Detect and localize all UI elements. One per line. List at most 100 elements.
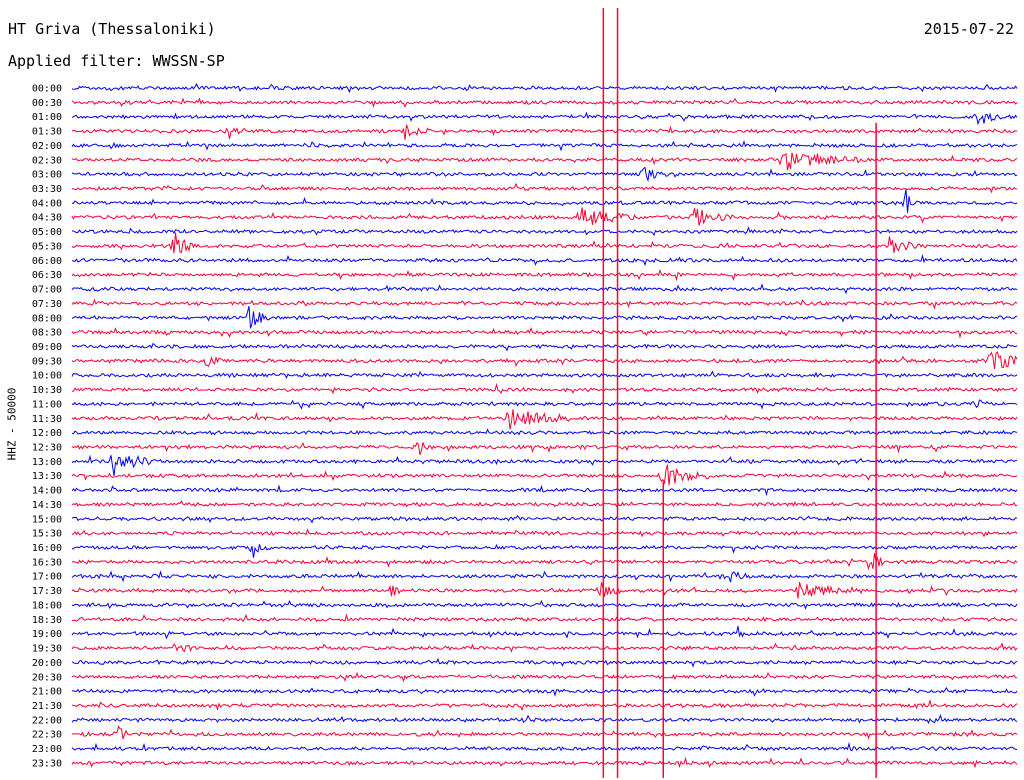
time-label: 10:00 — [32, 371, 62, 382]
trace-row-0400 — [71, 189, 1018, 213]
time-label-group: 00:00 00:30 01:00 01:30 02:00 02:30 03:00 03:30… — [32, 84, 62, 770]
trace-row-1200 — [71, 428, 1018, 436]
trace-row-0200 — [71, 139, 1018, 152]
time-label: 15:30 — [32, 529, 62, 540]
trace-row-1830 — [71, 613, 1018, 623]
trace-row-1330 — [71, 464, 1018, 486]
trace-row-1000 — [71, 370, 1018, 379]
trace-row-0630 — [71, 268, 1018, 282]
trace-row-1300 — [71, 454, 1018, 476]
trace-row-2300 — [71, 741, 1018, 752]
time-label: 17:30 — [32, 586, 62, 597]
trace-row-0430 — [71, 207, 1018, 226]
time-label: 00:00 — [32, 84, 62, 95]
trace-row-1500 — [71, 514, 1018, 524]
time-label: 04:00 — [32, 198, 62, 209]
trace-row-1930 — [71, 642, 1018, 653]
time-label: 09:00 — [32, 342, 62, 353]
time-label: 16:30 — [32, 557, 62, 568]
trace-row-0330 — [71, 182, 1018, 194]
trace-row-1030 — [71, 382, 1018, 395]
time-label: 16:00 — [32, 543, 62, 554]
time-label: 10:30 — [32, 385, 62, 396]
trace-row-1700 — [71, 570, 1018, 583]
trace-row-1430 — [71, 500, 1017, 508]
time-label: 20:30 — [32, 672, 62, 683]
trace-row-0530 — [71, 232, 1018, 254]
trace-row-0030 — [71, 97, 1018, 109]
time-label: 12:30 — [32, 443, 62, 454]
time-label: 08:00 — [32, 313, 62, 324]
trace-row-1400 — [71, 484, 1018, 497]
trace-row-1730 — [71, 581, 1018, 599]
time-label: 12:00 — [32, 428, 62, 439]
time-label: 02:30 — [32, 155, 62, 166]
trace-row-0600 — [71, 253, 1018, 267]
trace-row-2330 — [71, 756, 1018, 769]
trace-row-2130 — [71, 699, 1018, 712]
time-label: 23:30 — [32, 758, 62, 769]
time-label: 09:30 — [32, 356, 62, 367]
time-label: 03:30 — [32, 184, 62, 195]
time-label: 03:00 — [32, 170, 62, 181]
time-label: 19:30 — [32, 644, 62, 655]
time-label: 22:00 — [32, 715, 62, 726]
time-label: 14:30 — [32, 500, 62, 511]
trace-row-1900 — [71, 625, 1018, 640]
time-label: 06:30 — [32, 270, 62, 281]
trace-row-2100 — [71, 687, 1018, 698]
time-label: 04:30 — [32, 213, 62, 224]
trace-group — [71, 82, 1018, 769]
trace-row-2200 — [71, 713, 1018, 725]
time-label: 20:00 — [32, 658, 62, 669]
time-label: 05:30 — [32, 241, 62, 252]
plot-date: 2015-07-22 — [923, 20, 1014, 38]
trace-row-0830 — [71, 326, 1018, 339]
trace-row-1230 — [71, 441, 1018, 456]
trace-row-0300 — [71, 166, 1018, 183]
spike-group — [602, 8, 877, 778]
trace-row-1130 — [71, 409, 1018, 430]
time-label: 11:30 — [32, 414, 62, 425]
trace-row-0900 — [71, 342, 1018, 352]
trace-row-2000 — [71, 657, 1018, 668]
trace-row-0230 — [71, 152, 1018, 171]
trace-row-0100 — [71, 111, 1018, 126]
trace-row-0000 — [71, 82, 1018, 94]
trace-row-1800 — [71, 599, 1018, 610]
filter-label: Applied filter: WWSSN-SP — [8, 52, 225, 70]
trace-row-1630 — [71, 553, 1018, 571]
time-label: 07:30 — [32, 299, 62, 310]
trace-row-2230 — [71, 725, 1018, 740]
time-label: 01:00 — [32, 112, 62, 123]
time-label: 17:00 — [32, 572, 62, 583]
time-label: 13:30 — [32, 471, 62, 482]
trace-row-2030 — [71, 671, 1018, 683]
trace-row-0130 — [71, 124, 1018, 140]
time-label: 08:30 — [32, 328, 62, 339]
time-label: 13:00 — [32, 457, 62, 468]
time-label: 21:30 — [32, 701, 62, 712]
time-label: 19:00 — [32, 629, 62, 640]
trace-row-0500 — [71, 226, 1018, 237]
time-label: 01:30 — [32, 127, 62, 138]
trace-row-0800 — [71, 305, 1018, 329]
trace-row-0730 — [71, 298, 1018, 310]
trace-row-0930 — [71, 351, 1018, 370]
time-label: 18:00 — [32, 600, 62, 611]
time-label: 00:30 — [32, 98, 62, 109]
trace-row-1600 — [71, 543, 1018, 558]
time-label: 21:00 — [32, 687, 62, 698]
time-label: 11:00 — [32, 399, 62, 410]
time-label: 07:00 — [32, 285, 62, 296]
time-label: 14:00 — [32, 486, 62, 497]
time-label: 05:00 — [32, 227, 62, 238]
trace-row-1530 — [71, 528, 1018, 538]
trace-row-1100 — [71, 399, 1018, 410]
trace-row-0700 — [71, 283, 1018, 295]
time-label: 18:30 — [32, 615, 62, 626]
time-label: 15:00 — [32, 514, 62, 525]
time-label: 23:00 — [32, 744, 62, 755]
time-label: 02:00 — [32, 141, 62, 152]
